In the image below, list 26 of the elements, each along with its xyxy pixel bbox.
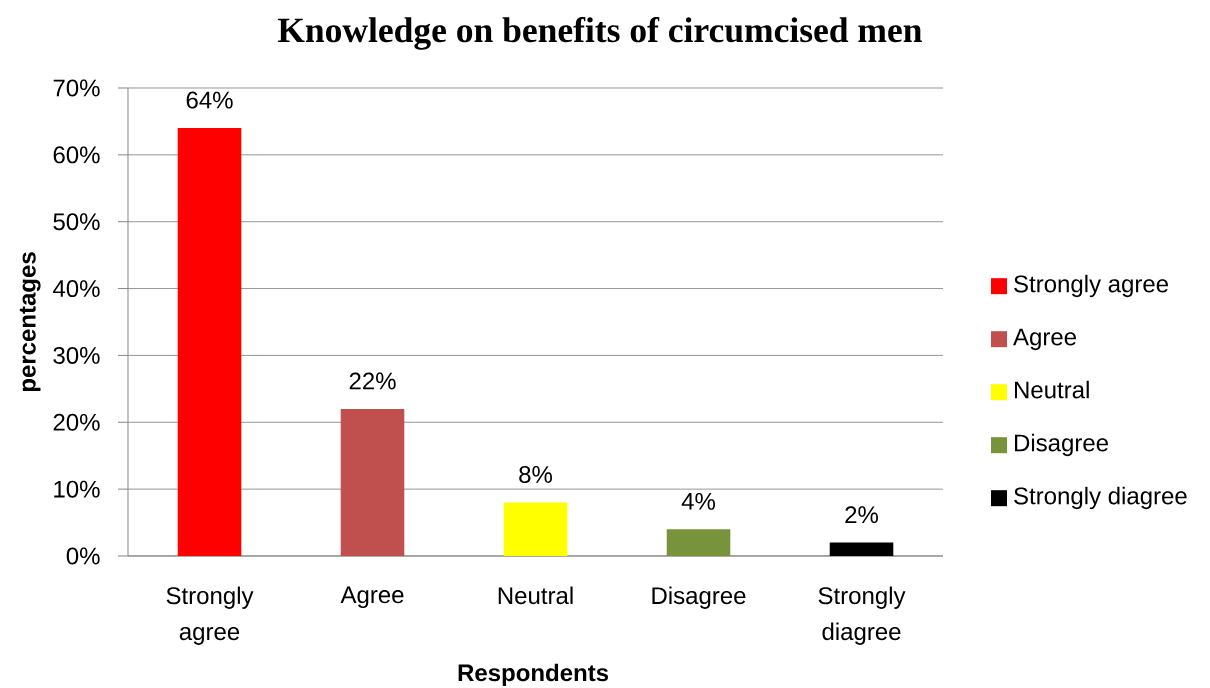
y-tick-label: 30%	[53, 346, 100, 364]
data-label: 64%	[186, 91, 233, 109]
legend-label: Neutral	[1014, 380, 1089, 399]
data-label: 8%	[519, 465, 552, 483]
chart-title: Knowledge on benefits of circumcised men	[277, 16, 922, 50]
data-label: 4%	[681, 492, 715, 510]
y-tick-label: 50%	[53, 213, 100, 231]
x-tick-label: Disagree	[652, 586, 746, 609]
y-tick-label: 10%	[54, 480, 100, 498]
x-tick-label: Agree	[340, 586, 404, 608]
y-axis-title: percentages	[19, 252, 41, 392]
x-tick-label: Neutral	[498, 586, 573, 605]
x-tick-label: Strongly diagree	[818, 586, 906, 645]
y-tick-label: 0%	[66, 547, 100, 565]
y-tick-label: 70%	[53, 79, 100, 97]
y-tick-label: 40%	[53, 280, 100, 298]
data-label: 22%	[349, 372, 396, 390]
x-tick-label: Strongly agree	[166, 586, 254, 645]
legend-label: Agree	[1013, 328, 1076, 351]
y-tick-label: 20%	[53, 413, 100, 431]
data-label: 2%	[845, 506, 878, 524]
x-axis-title: Respondents	[458, 663, 609, 687]
legend-label: Strongly diagree	[1014, 486, 1187, 510]
legend-label: Disagree	[1014, 433, 1108, 457]
y-tick-label: 60%	[53, 146, 100, 164]
legend-label: Strongly agree	[1014, 274, 1168, 298]
